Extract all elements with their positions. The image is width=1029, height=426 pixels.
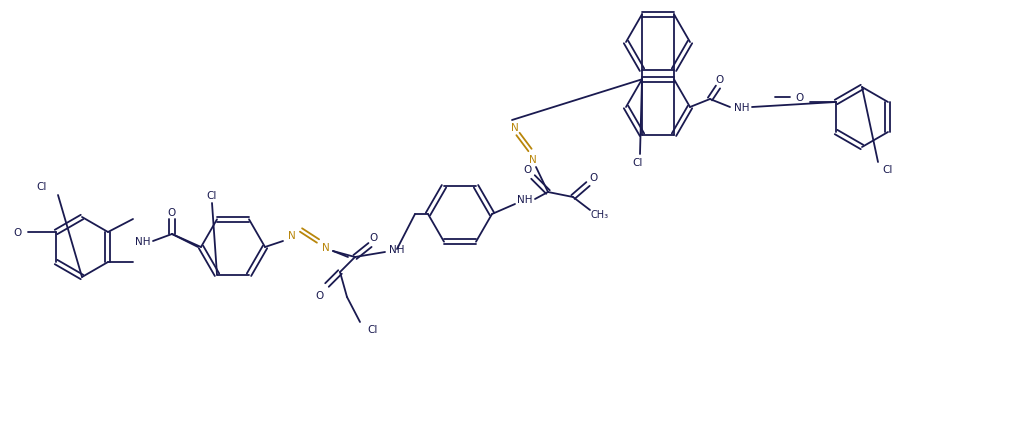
Text: O: O: [168, 207, 176, 218]
Text: NH: NH: [518, 195, 533, 204]
Text: Cl: Cl: [633, 158, 643, 167]
Text: N: N: [288, 230, 296, 240]
Text: N: N: [322, 242, 330, 253]
Text: Cl: Cl: [883, 164, 893, 175]
Text: N: N: [511, 123, 519, 132]
Text: O: O: [795, 93, 804, 103]
Text: NH: NH: [389, 245, 404, 254]
Text: O: O: [368, 233, 377, 242]
Text: O: O: [589, 173, 597, 183]
Text: NH: NH: [135, 236, 151, 246]
Text: Cl: Cl: [367, 324, 379, 334]
Text: O: O: [316, 290, 324, 300]
Text: Cl: Cl: [207, 190, 217, 201]
Text: Cl: Cl: [37, 181, 47, 192]
Text: O: O: [524, 164, 532, 175]
Text: O: O: [716, 75, 724, 85]
Text: NH: NH: [735, 103, 750, 113]
Text: O: O: [13, 227, 23, 237]
Text: N: N: [529, 155, 537, 164]
Text: CH₃: CH₃: [591, 210, 609, 219]
